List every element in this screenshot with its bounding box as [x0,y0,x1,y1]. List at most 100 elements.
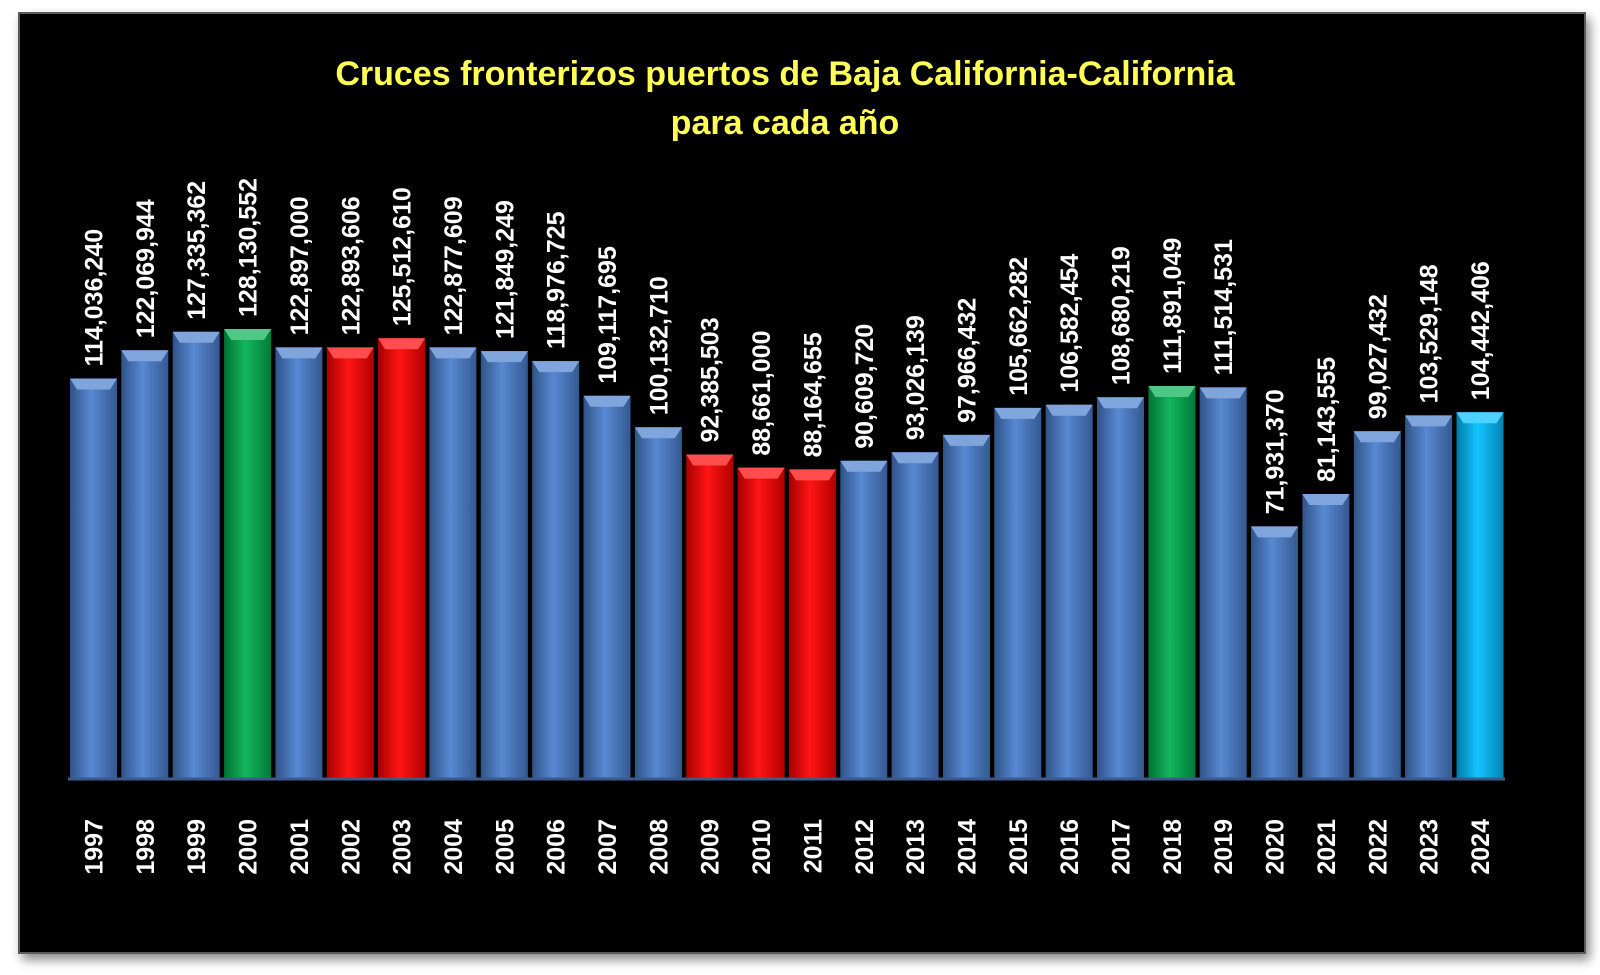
bar-cap-2012 [840,460,888,472]
value-label-2002: 122,893,606 [337,196,365,335]
bar-2018 [1148,386,1196,779]
x-tick-label-2017: 2017 [1108,819,1136,875]
x-tick-label-2014: 2014 [954,819,982,875]
value-label-2001: 122,897,000 [286,196,314,335]
bar-2002 [326,347,374,779]
bar-2016 [1045,404,1093,779]
bar-chart: Cruces fronterizos puertos de Baja Calif… [68,55,1505,875]
value-label-2023: 103,529,148 [1416,264,1444,403]
bar-cap-2023 [1405,415,1453,427]
bar-cap-2024 [1456,412,1504,424]
value-label-2003: 125,512,610 [389,187,417,326]
x-tick-label-1999: 1999 [183,819,211,875]
bar-2003 [378,338,426,779]
x-tick-label-2018: 2018 [1159,819,1187,875]
bar-2006 [532,361,580,779]
chart-title-line-2: para cada año [671,104,900,142]
x-tick-label-2009: 2009 [697,819,725,875]
bar-2012 [840,460,888,779]
x-tick-label-2012: 2012 [851,819,879,875]
bar-2008 [634,427,682,779]
bar-2023 [1405,415,1453,779]
bar-cap-2000 [224,329,272,340]
value-label-2019: 111,514,531 [1210,239,1238,375]
bar-2013 [891,452,939,779]
bar-cap-2022 [1353,431,1401,443]
x-tick-label-1997: 1997 [81,819,109,875]
bar-cap-2020 [1251,526,1298,538]
value-label-1999: 127,335,362 [183,181,211,320]
bar-2022 [1353,431,1401,779]
bar-2015 [994,407,1042,779]
bar-2017 [1097,397,1144,779]
value-label-2008: 100,132,710 [645,276,673,415]
x-tick-label-1998: 1998 [132,819,160,875]
bar-cap-2006 [532,361,580,373]
bar-2020 [1251,526,1298,779]
value-label-2007: 109,117,695 [594,246,622,384]
value-label-2009: 92,385,503 [697,317,725,442]
bar-1998 [121,350,169,779]
bar-cap-2014 [943,434,990,446]
bar-cap-2009 [686,454,734,466]
x-tick-label-2016: 2016 [1056,819,1084,875]
bar-cap-2021 [1302,494,1350,505]
bar-cap-2008 [634,427,682,439]
bar-cap-2016 [1045,404,1093,416]
value-label-2016: 106,582,454 [1056,254,1084,393]
x-tick-label-2013: 2013 [902,819,930,875]
value-label-2000: 128,130,552 [235,178,263,317]
bar-cap-2004 [429,347,477,359]
x-tick-label-2007: 2007 [594,819,622,875]
x-tick-label-2003: 2003 [389,819,417,875]
bar-2007 [583,395,631,779]
x-tick-label-2006: 2006 [543,819,571,875]
bar-2000 [224,329,272,779]
bar-cap-2007 [583,395,631,407]
x-tick-label-2010: 2010 [748,819,776,875]
x-tick-label-2021: 2021 [1313,819,1341,875]
bar-2005 [480,351,528,779]
bar-cap-2001 [275,347,323,359]
bar-2004 [429,347,477,779]
x-tick-label-2002: 2002 [337,819,365,875]
value-label-2017: 108,680,219 [1108,246,1136,385]
value-label-2024: 104,442,406 [1467,261,1495,400]
value-label-2013: 93,026,139 [902,315,930,440]
value-label-2021: 81,143,555 [1313,357,1341,482]
bar-cap-2011 [788,469,836,481]
bar-2024 [1456,412,1504,779]
value-label-1997: 114,036,240 [81,229,109,367]
chart-frame: Cruces fronterizos puertos de Baja Calif… [18,12,1586,954]
value-label-2010: 88,661,000 [748,330,776,455]
bar-cap-1999 [172,331,220,343]
bar-cap-2003 [378,338,426,350]
value-label-2014: 97,966,432 [954,298,982,423]
x-tick-label-2023: 2023 [1416,819,1444,875]
x-tick-label-2000: 2000 [235,819,263,875]
bar-2001 [275,347,323,779]
bar-2021 [1302,494,1350,779]
bar-cap-1997 [70,378,117,390]
bar-2009 [686,454,734,779]
x-tick-label-2001: 2001 [286,819,314,875]
value-label-2011: 88,164,655 [799,332,827,457]
value-label-2020: 71,931,370 [1262,389,1290,514]
value-label-2022: 99,027,432 [1364,294,1392,419]
value-label-2015: 105,662,282 [1005,257,1033,396]
value-label-2012: 90,609,720 [851,324,879,449]
value-label-1998: 122,069,944 [132,199,160,338]
x-tick-label-2022: 2022 [1364,819,1392,875]
chart-title-line-1: Cruces fronterizos puertos de Baja Calif… [335,55,1235,93]
bar-cap-2002 [326,347,374,359]
bar-cap-2013 [891,452,939,464]
value-label-2005: 121,849,249 [491,200,519,339]
x-tick-label-2024: 2024 [1467,819,1495,875]
bar-1999 [172,331,220,779]
bar-cap-2017 [1097,397,1144,409]
x-tick-label-2020: 2020 [1262,819,1290,875]
bar-2011 [788,469,836,779]
bar-cap-2015 [994,407,1042,419]
x-tick-label-2011: 2011 [799,819,827,873]
x-tick-label-2005: 2005 [491,819,519,875]
